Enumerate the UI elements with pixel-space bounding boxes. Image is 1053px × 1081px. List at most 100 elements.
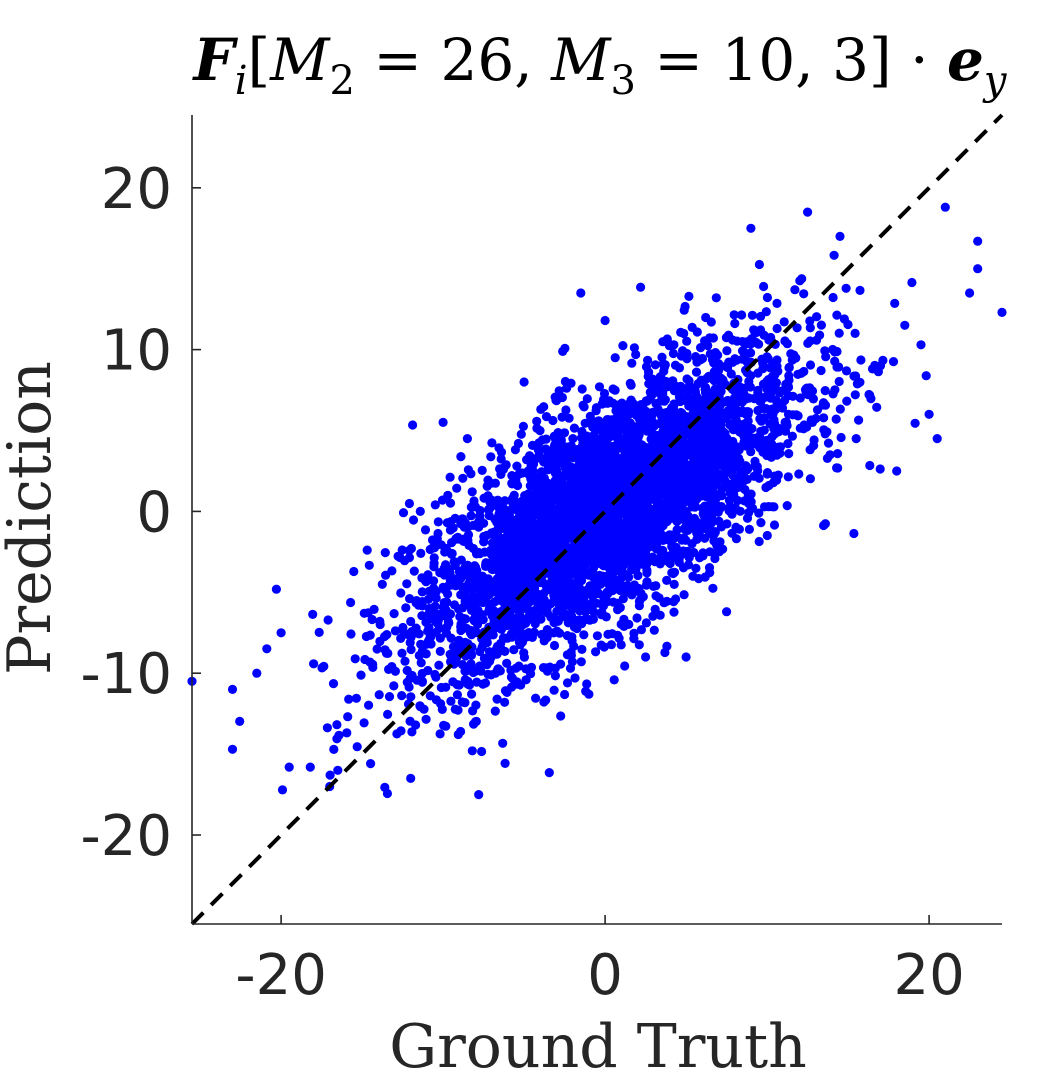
scatter-point: [366, 759, 376, 769]
scatter-point: [692, 517, 702, 528]
scatter-point: [722, 346, 732, 356]
scatter-point: [641, 652, 651, 662]
scatter-point: [761, 307, 771, 317]
scatter-point: [691, 352, 701, 362]
scatter-point: [682, 483, 692, 493]
scatter-point: [594, 491, 604, 501]
scatter-point: [435, 729, 445, 739]
scatter-point: [537, 629, 547, 640]
scatter-point: [649, 442, 659, 452]
scatter-point: [699, 433, 709, 443]
scatter-point: [421, 714, 431, 724]
scatter-point: [600, 591, 611, 602]
scatter-point: [439, 598, 449, 608]
scatter-point: [564, 413, 574, 423]
scatter-point: [271, 584, 281, 594]
scatter-point: [680, 301, 690, 312]
scatter-point: [469, 496, 479, 506]
scatter-point: [828, 292, 838, 303]
scatter-point: [506, 546, 517, 556]
scatter-point: [765, 419, 775, 429]
scatter-point: [639, 412, 649, 423]
scatter-point: [466, 511, 476, 521]
scatter-point: [509, 645, 519, 655]
scatter-point: [548, 415, 558, 426]
scatter-point: [433, 517, 443, 527]
scatter-point: [483, 669, 493, 679]
scatter-point: [671, 500, 682, 510]
scatter-point: [783, 390, 793, 401]
scatter-point: [596, 610, 607, 620]
scatter-point: [730, 318, 740, 329]
scatter-point: [456, 573, 466, 583]
scatter-point: [463, 676, 473, 687]
scatter-point: [600, 315, 610, 326]
scatter-point: [375, 616, 385, 627]
scatter-point: [849, 371, 859, 381]
scatter-point: [711, 423, 721, 434]
scatter-point: [592, 499, 602, 509]
scatter-point: [742, 474, 752, 484]
scatter-point: [654, 593, 664, 603]
scatter-point: [591, 647, 601, 657]
scatter-point: [475, 661, 485, 671]
scatter-point: [801, 387, 811, 397]
chart-title: Fi[M2 = 26, M3 = 10, 3] · ey: [192, 26, 1008, 104]
scatter-point: [634, 640, 644, 650]
y-tick-label: -10: [81, 642, 172, 707]
scatter-point: [332, 720, 342, 730]
scatter-point: [709, 376, 719, 386]
scatter-point: [380, 631, 390, 642]
scatter-point: [460, 666, 470, 676]
scatter-point: [733, 444, 743, 454]
scatter-point: [841, 366, 852, 376]
scatter-point: [562, 631, 573, 641]
scatter-point: [449, 642, 459, 652]
scatter-point: [765, 363, 775, 373]
scatter-point: [393, 551, 403, 561]
scatter-point: [571, 548, 581, 558]
scatter-point: [850, 328, 860, 338]
scatter-point: [803, 207, 813, 217]
scatter-point: [509, 478, 519, 488]
scatter-point: [499, 536, 509, 547]
scatter-point: [829, 250, 839, 260]
scatter-point: [575, 494, 586, 505]
title-m3-sub: 3: [611, 58, 636, 104]
scatter-point: [667, 340, 678, 350]
scatter-point: [496, 469, 506, 479]
scatter-point: [577, 563, 587, 573]
scatter-point: [532, 565, 542, 575]
scatter-point: [447, 548, 457, 559]
scatter-point: [490, 706, 500, 716]
scatter-point: [555, 583, 565, 593]
scatter-point: [445, 472, 455, 482]
scatter-point: [579, 402, 589, 412]
scatter-point: [708, 464, 718, 475]
scatter-point: [754, 259, 765, 270]
scatter-point: [417, 668, 427, 679]
scatter-point: [523, 489, 534, 499]
scatter-point: [443, 490, 453, 500]
scatter-point: [592, 631, 603, 641]
scatter-point: [629, 580, 640, 590]
scatter-point: [532, 597, 543, 608]
scatter-point: [414, 629, 424, 639]
scatter-point: [389, 609, 399, 619]
scatter-point: [646, 412, 657, 422]
scatter-point: [374, 690, 384, 700]
scatter-point: [635, 483, 645, 493]
scatter-point: [744, 524, 755, 535]
scatter-point: [458, 473, 468, 483]
scatter-point: [723, 330, 734, 340]
scatter-point: [434, 660, 444, 670]
scatter-point: [676, 327, 686, 337]
scatter-point: [387, 566, 397, 576]
scatter-point: [675, 451, 686, 461]
scatter-point: [406, 773, 416, 784]
scatter-point: [689, 450, 699, 460]
scatter-point: [621, 581, 632, 591]
scatter-point: [493, 664, 503, 674]
scatter-point: [562, 678, 573, 688]
scatter-point: [632, 432, 643, 442]
